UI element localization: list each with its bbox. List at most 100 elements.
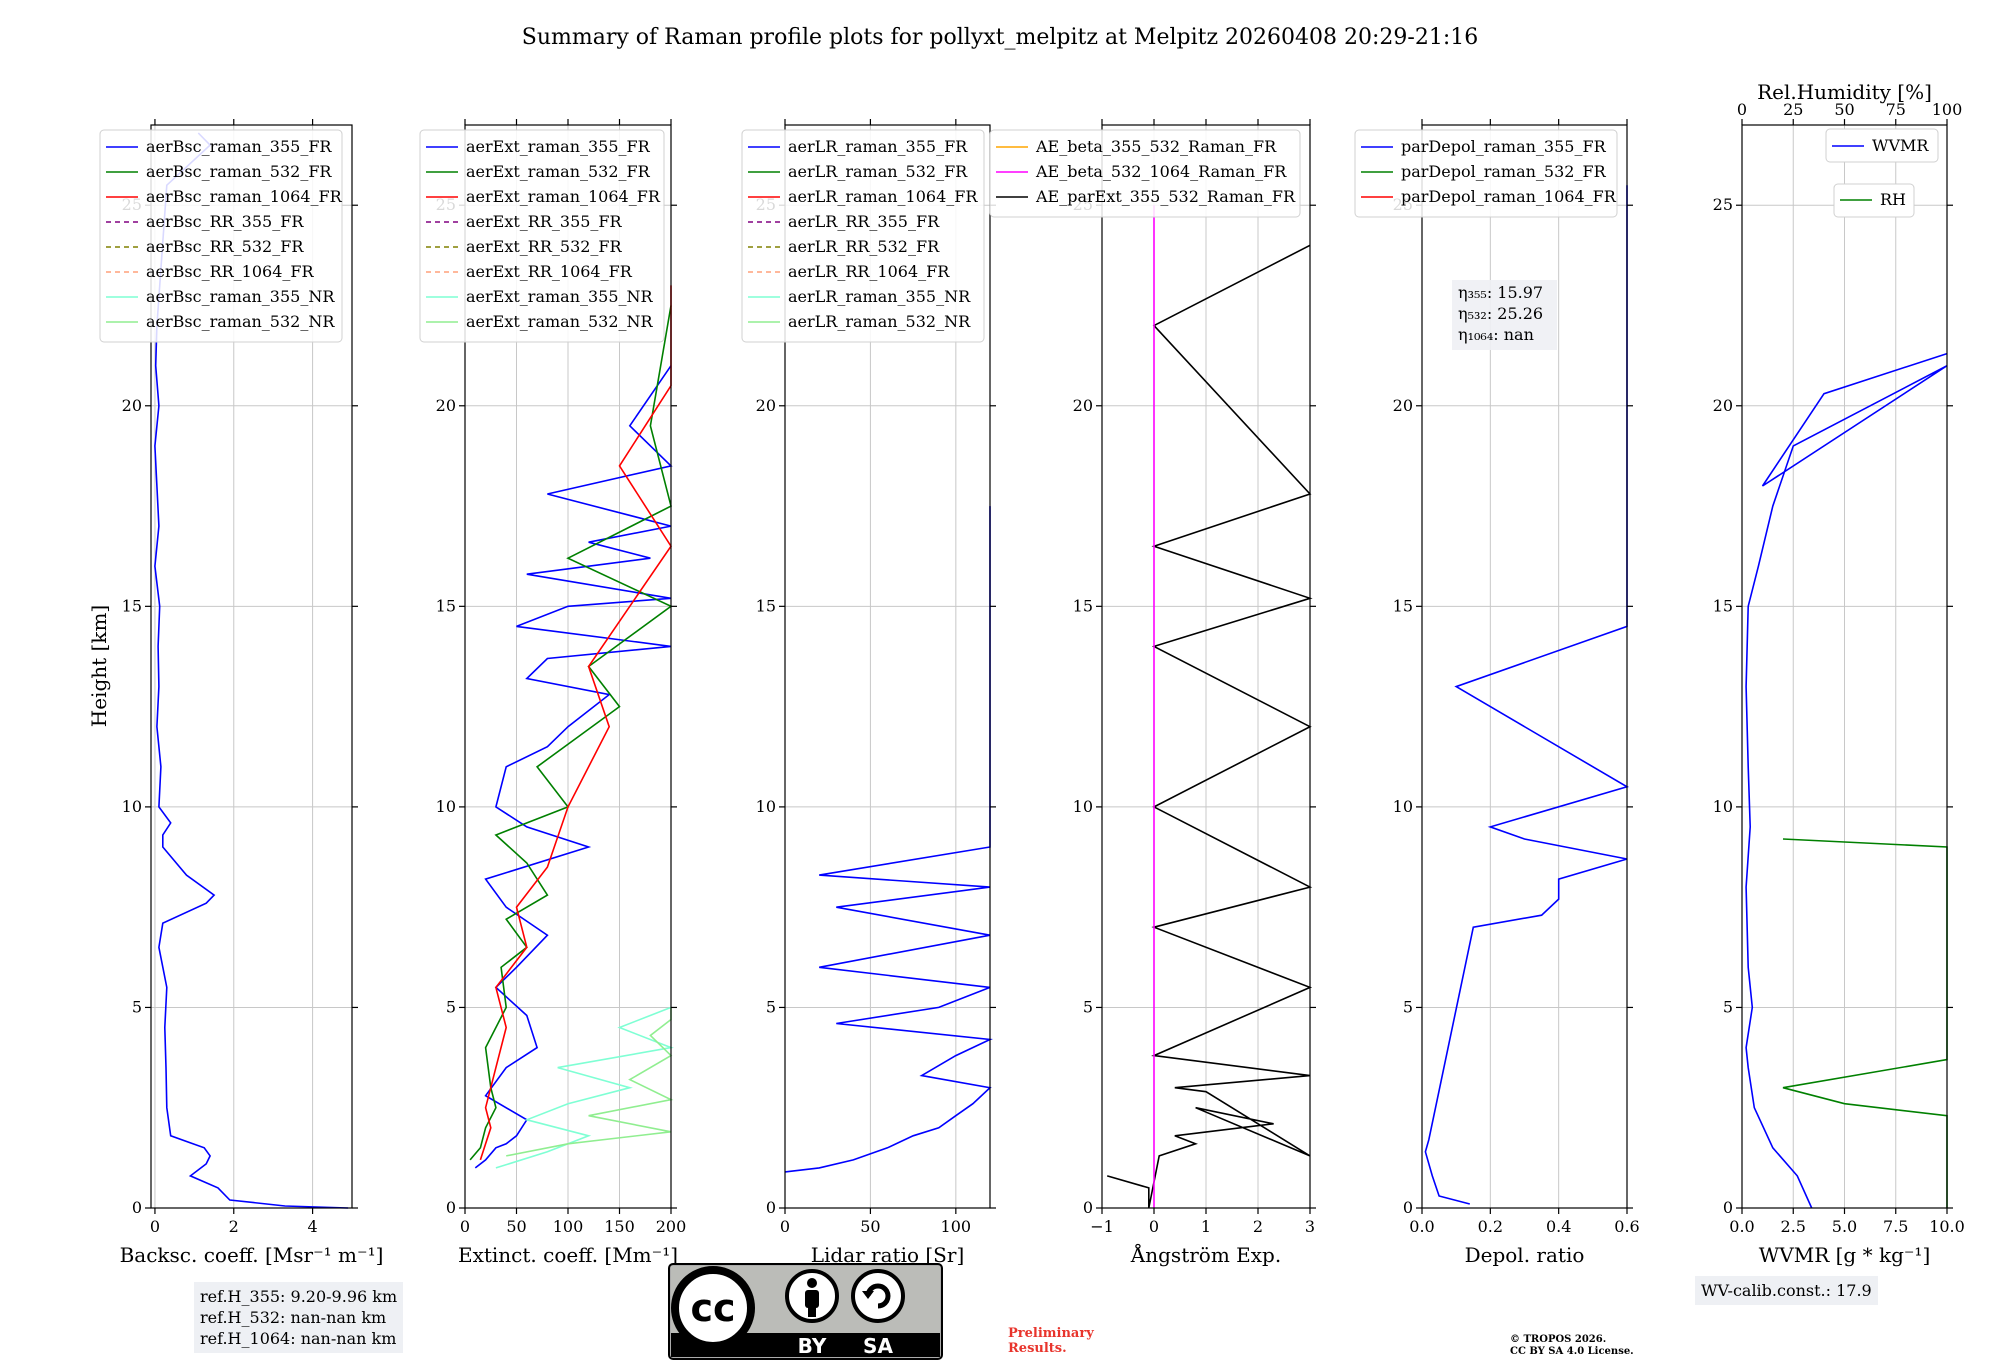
y-axis-label: Height [km] bbox=[87, 605, 111, 727]
series-parDepol_raman_355_FR bbox=[1424, 185, 1630, 1205]
legend-label: aerBsc_RR_355_FR bbox=[146, 212, 304, 231]
reference-height-box: ref.H_355: 9.20-9.96 km ref.H_532: nan-n… bbox=[194, 1282, 404, 1353]
xtick-label: 1 bbox=[1201, 1217, 1211, 1236]
ytick-label: 5 bbox=[446, 997, 456, 1016]
legend-label: aerLR_RR_355_FR bbox=[788, 212, 940, 231]
ytick-label: 0 bbox=[1723, 1198, 1733, 1217]
ytick-label: 5 bbox=[1723, 997, 1733, 1016]
ytick-label: 15 bbox=[756, 596, 776, 615]
x2tick-label: 0 bbox=[1737, 100, 1747, 119]
panel-1: 0510152025024Backsc. coeff. [Msr⁻¹ m⁻¹]a… bbox=[99, 119, 383, 1267]
ref-height-532: ref.H_532: nan-nan km bbox=[200, 1308, 387, 1327]
series-aerBsc_raman_355_FR bbox=[154, 132, 349, 1209]
x2tick-label: 100 bbox=[1932, 100, 1963, 119]
legend-label: aerBsc_raman_532_FR bbox=[146, 162, 332, 181]
preliminary-line-2: Results. bbox=[1008, 1341, 1067, 1356]
axes-frame bbox=[150, 124, 353, 1209]
series-AE_parExt_355_532_Raman_FR bbox=[1106, 244, 1313, 1209]
ytick-label: 10 bbox=[1393, 797, 1413, 816]
x2tick-label: 75 bbox=[1886, 100, 1906, 119]
legend-label-rh: RH bbox=[1880, 190, 1906, 209]
depol-annotation-text: η₅₃₂: 25.26 bbox=[1458, 304, 1543, 323]
x-axis-label: WVMR [g * kg⁻¹] bbox=[1759, 1243, 1931, 1267]
ytick-label: 5 bbox=[1083, 997, 1093, 1016]
ytick-label: 15 bbox=[1073, 596, 1093, 615]
legend-label: aerLR_raman_532_FR bbox=[788, 162, 968, 181]
series-aerExt_raman_355_FR bbox=[474, 365, 673, 1169]
ytick-label: 15 bbox=[1713, 596, 1733, 615]
legend-label: aerLR_raman_355_FR bbox=[788, 137, 968, 156]
legend-label: aerLR_RR_532_FR bbox=[788, 237, 940, 256]
legend-label: aerExt_raman_355_NR bbox=[466, 287, 654, 306]
xtick-label: 10.0 bbox=[1929, 1217, 1965, 1236]
copyright-note: © TROPOS 2026. CC BY SA 4.0 License. bbox=[1510, 1334, 1634, 1358]
x2tick-label: 25 bbox=[1783, 100, 1803, 119]
xtick-label: 0 bbox=[150, 1217, 160, 1236]
x-axis-label: Ångström Exp. bbox=[1130, 1242, 1281, 1267]
xtick-label: 2 bbox=[229, 1217, 239, 1236]
legend-label: aerLR_raman_1064_FR bbox=[788, 187, 978, 206]
depol-annotation-text: η₃₅₅: 15.97 bbox=[1458, 283, 1543, 302]
legend-label: AE_beta_532_1064_Raman_FR bbox=[1035, 162, 1287, 181]
ytick-label: 25 bbox=[1713, 195, 1733, 214]
xtick-label: 5.0 bbox=[1832, 1217, 1857, 1236]
legend-label: aerExt_RR_1064_FR bbox=[466, 262, 633, 281]
cc-license-badge: cc BY SA bbox=[668, 1263, 943, 1360]
xtick-label: 100 bbox=[553, 1217, 584, 1236]
ytick-label: 15 bbox=[1393, 596, 1413, 615]
ytick-label: 5 bbox=[766, 997, 776, 1016]
xtick-label: 200 bbox=[656, 1217, 687, 1236]
xtick-label: 0.0 bbox=[1409, 1217, 1434, 1236]
copyright-line-2: CC BY SA 4.0 License. bbox=[1510, 1346, 1634, 1357]
series-aerExt_raman_532_NR bbox=[506, 1007, 674, 1157]
xtick-label: 3 bbox=[1305, 1217, 1315, 1236]
legend-label: aerLR_RR_1064_FR bbox=[788, 262, 950, 281]
by-label: BY bbox=[798, 1334, 827, 1358]
figure-title: Summary of Raman profile plots for polly… bbox=[522, 25, 1479, 50]
copyright-line-1: © TROPOS 2026. bbox=[1510, 1334, 1607, 1345]
legend-label: aerExt_raman_355_FR bbox=[466, 137, 651, 156]
xtick-label: 2.5 bbox=[1781, 1217, 1806, 1236]
axes-frame bbox=[784, 124, 991, 1209]
legend-label-wvmr: WVMR bbox=[1872, 136, 1929, 155]
ytick-label: 5 bbox=[1403, 997, 1413, 1016]
cc-text: cc bbox=[690, 1286, 735, 1330]
wv-calibration-constant: WV-calib.const.: 17.9 bbox=[1701, 1281, 1872, 1300]
legend-box-rh bbox=[1833, 183, 1915, 218]
ytick-label: 20 bbox=[1073, 396, 1093, 415]
ytick-label: 10 bbox=[122, 797, 142, 816]
sa-share-alike-icon bbox=[851, 1269, 905, 1323]
xtick-label: 50 bbox=[860, 1217, 880, 1236]
series-aerExt_raman_1064_FR bbox=[479, 285, 672, 1161]
ytick-label: 20 bbox=[1713, 396, 1733, 415]
ytick-label: 10 bbox=[1713, 797, 1733, 816]
legend-label: parDepol_raman_1064_FR bbox=[1401, 187, 1617, 206]
legend-label: aerExt_raman_1064_FR bbox=[466, 187, 661, 206]
xtick-label: 150 bbox=[604, 1217, 635, 1236]
ytick-label: 0 bbox=[446, 1198, 456, 1217]
xtick-label: 0.6 bbox=[1614, 1217, 1639, 1236]
ytick-label: 20 bbox=[756, 396, 776, 415]
legend-box-wvmr bbox=[1825, 128, 1939, 163]
legend-box bbox=[1354, 129, 1618, 218]
legend-label: aerLR_raman_355_NR bbox=[788, 287, 971, 306]
series-aerLR_raman_355_FR bbox=[784, 506, 993, 1173]
ytick-label: 10 bbox=[436, 797, 456, 816]
x-axis-label: Depol. ratio bbox=[1465, 1243, 1585, 1267]
legend-label: AE_parExt_355_532_Raman_FR bbox=[1035, 187, 1296, 206]
preliminary-results-note: Preliminary Results. bbox=[1008, 1326, 1094, 1356]
xtick-label: 100 bbox=[941, 1217, 972, 1236]
ytick-label: 0 bbox=[766, 1198, 776, 1217]
wv-calibration-box: WV-calib.const.: 17.9 bbox=[1695, 1276, 1878, 1305]
legend-box bbox=[419, 129, 665, 343]
xtick-label: 0 bbox=[460, 1217, 470, 1236]
axes-frame bbox=[1421, 124, 1628, 1209]
ytick-label: 5 bbox=[132, 997, 142, 1016]
series-RH bbox=[1782, 838, 1948, 1208]
ytick-label: 10 bbox=[756, 797, 776, 816]
ytick-label: 20 bbox=[122, 396, 142, 415]
ytick-label: 20 bbox=[436, 396, 456, 415]
legend-label: aerBsc_RR_1064_FR bbox=[146, 262, 315, 281]
